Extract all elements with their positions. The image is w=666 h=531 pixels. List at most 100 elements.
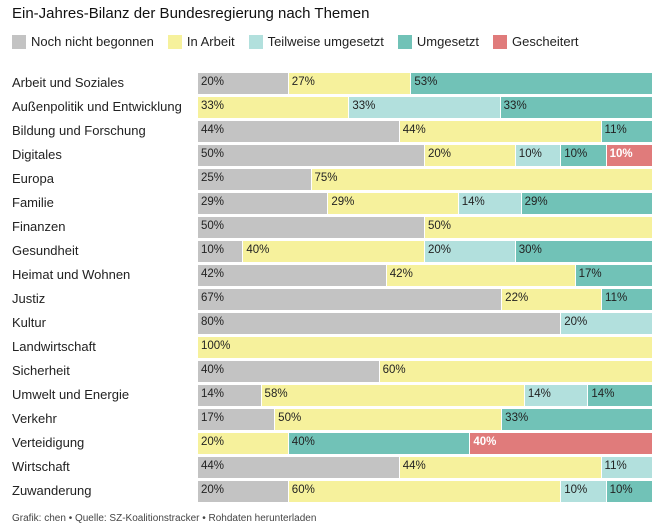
data-label: 27% [291,76,315,88]
legend-label: Noch nicht begonnen [31,34,154,49]
legend-item: Noch nicht begonnen [12,34,154,49]
bar-segment: 30% [515,241,652,262]
category-label: Arbeit und Soziales [12,75,125,90]
data-label: 20% [201,76,225,88]
data-label: 44% [201,124,225,136]
chart-row: Verteidigung 20% 40% 40% [0,433,666,454]
bar-segment: 25% [198,169,312,190]
bar-segment: 50% [275,409,503,430]
bar-segment: 20% [561,313,652,334]
data-label: 40% [246,244,270,256]
chart-row: Digitales 50% 20% 10% 10% 10% [0,145,666,166]
legend-item: Umgesetzt [397,34,480,49]
data-label: 14% [201,388,225,400]
data-label: 44% [402,124,426,136]
bar-segment: 60% [379,361,652,382]
legend-swatch [12,34,26,49]
chart-row: Bildung und Forschung 44% 44% 11% [0,121,666,142]
bar-segment: 10% [515,145,562,166]
data-label: 29% [331,196,355,208]
data-label: 67% [201,292,225,304]
bar-segment: 67% [198,289,503,310]
data-label: 20% [427,244,452,256]
category-label: Landwirtschaft [12,339,96,354]
data-label: 40% [473,436,497,448]
data-label: 22% [505,292,529,304]
stacked-bar: 10% 40% 20% 30% [198,241,652,262]
category-label: Finanzen [12,219,66,234]
bar-segment: 75% [311,169,652,190]
chart-row: Heimat und Wohnen 42% 42% 17% [0,265,666,286]
stacked-bar: 44% 44% 11% [198,457,652,478]
bar-segment: 20% [198,433,289,454]
bar-segment: 11% [601,457,652,478]
category-label: Außenpolitik und Entwicklung [12,99,182,114]
chart-row: Wirtschaft 44% 44% 11% [0,457,666,478]
category-label: Kultur [12,315,46,330]
stacked-bar: 33% 33% 33% [198,97,652,118]
category-label: Familie [12,195,54,210]
bar-segment: 50% [198,145,425,166]
bar-segment: 58% [261,385,525,406]
bar-segment: 44% [399,457,602,478]
bar-segment: 10% [561,145,607,166]
legend-swatch [397,34,412,49]
data-label: 10% [518,148,542,160]
data-label: 33% [505,412,529,424]
data-label: 75% [314,172,338,184]
data-label: 10% [564,484,588,496]
chart-row: Verkehr 17% 50% 33% [0,409,666,430]
legend-item: Teilweise umgesetzt [248,34,384,49]
stacked-bar: 17% 50% 33% [198,409,652,430]
stacked-bar: 50% 50% [198,217,652,238]
data-label: 30% [518,244,542,256]
bar-segment: 14% [588,385,652,406]
chart-row: Finanzen 50% 50% [0,217,666,238]
bar-segment: 20% [198,73,289,94]
bar-segment: 80% [198,313,562,334]
data-label: 25% [201,172,225,184]
data-label: 42% [201,268,225,280]
category-label: Verteidigung [12,435,85,450]
stacked-bar: 14% 58% 14% 14% [198,385,652,406]
bar-segment: 10% [198,241,244,262]
data-label: 10% [609,484,633,496]
category-label: Wirtschaft [12,459,70,474]
bar-segment: 29% [198,193,329,214]
data-label: 60% [382,364,406,376]
category-label: Verkehr [12,411,57,426]
bar-segment: 40% [470,433,652,454]
chart-title: Ein-Jahres-Bilanz der Bundesregierung na… [12,5,370,22]
category-label: Bildung und Forschung [12,123,146,138]
chart-row: Umwelt und Energie 14% 58% 14% 14% [0,385,666,406]
bar-segment: 60% [288,481,562,502]
stacked-bar: 29% 29% 14% 29% [198,193,652,214]
bar-segment: 27% [288,73,412,94]
bar-segment: 10% [606,481,652,502]
data-label: 14% [591,388,615,400]
bar-segment: 17% [575,265,652,286]
bar-segment: 33% [198,97,350,118]
data-label: 20% [428,148,452,160]
data-label: 53% [414,76,438,88]
stacked-bar: 67% 22% 11% [198,289,652,310]
bar-segment: 42% [198,265,387,286]
legend-label: Teilweise umgesetzt [267,34,384,49]
data-label: 58% [264,388,288,400]
stacked-bar: 80% 20% [198,313,652,334]
data-label: 33% [201,100,225,112]
chart-row: Kultur 80% 20% [0,313,666,334]
data-label: 50% [201,220,225,232]
bar-segment: 10% [606,145,652,166]
legend-label: Umgesetzt [416,34,480,49]
legend-label: In Arbeit [186,34,235,49]
legend-item: Gescheitert [493,34,579,49]
bar-segment: 50% [198,217,425,238]
bar-segment: 33% [500,97,652,118]
bar-segment: 14% [524,385,589,406]
bar-segment: 11% [602,289,652,310]
chart-row: Arbeit und Soziales 20% 27% 53% [0,73,666,94]
bar-segment: 50% [425,217,652,238]
data-label: 17% [201,412,225,424]
